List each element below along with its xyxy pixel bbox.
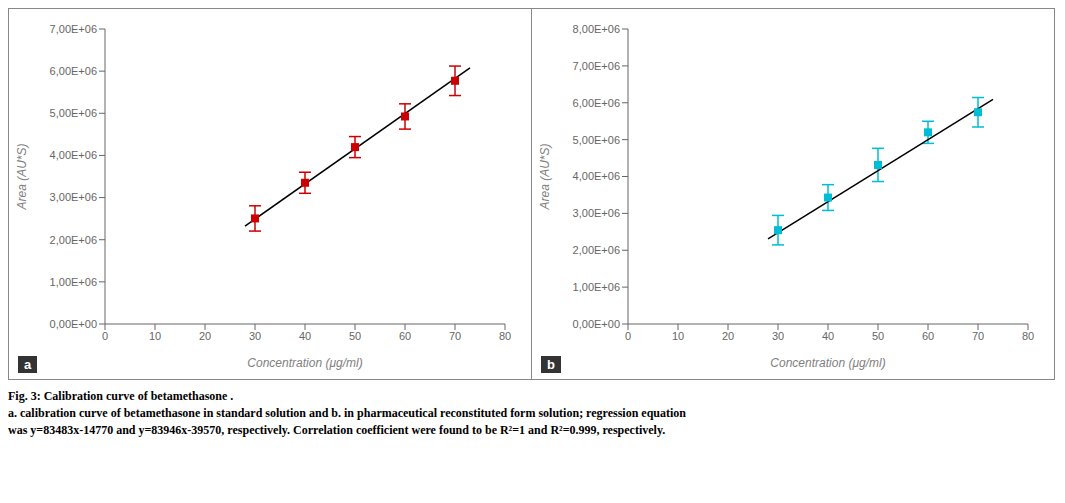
svg-text:3,00E+06: 3,00E+06 bbox=[50, 191, 97, 203]
svg-text:50: 50 bbox=[872, 330, 884, 342]
svg-text:5,00E+06: 5,00E+06 bbox=[573, 134, 620, 146]
svg-text:10: 10 bbox=[672, 330, 684, 342]
svg-text:40: 40 bbox=[822, 330, 834, 342]
svg-text:20: 20 bbox=[722, 330, 734, 342]
svg-text:4,00E+06: 4,00E+06 bbox=[50, 149, 97, 161]
html-text:Fig. 3: Calibration curve of b: Fig. 3: Calibration curve of betamethaso… bbox=[8, 389, 234, 403]
svg-text:0: 0 bbox=[625, 330, 631, 342]
svg-text:70: 70 bbox=[972, 330, 984, 342]
svg-text:8,00E+06: 8,00E+06 bbox=[573, 23, 620, 35]
svg-text:6,00E+06: 6,00E+06 bbox=[573, 97, 620, 109]
svg-text:0,00E+00: 0,00E+00 bbox=[573, 318, 620, 330]
svg-text:7,00E+06: 7,00E+06 bbox=[573, 60, 620, 72]
svg-text:30: 30 bbox=[249, 330, 261, 342]
html-text:a. calibration curve of betame: a. calibration curve of betamethasone in… bbox=[8, 406, 686, 420]
svg-text:0,00E+00: 0,00E+00 bbox=[50, 318, 97, 330]
svg-text:1,00E+06: 1,00E+06 bbox=[50, 276, 97, 288]
svg-text:Area (AU*S): Area (AU*S) bbox=[538, 143, 552, 210]
svg-text:2,00E+06: 2,00E+06 bbox=[573, 244, 620, 256]
svg-text:70: 70 bbox=[449, 330, 461, 342]
svg-text:Concentration (μg/ml): Concentration (μg/ml) bbox=[247, 356, 362, 370]
svg-text:30: 30 bbox=[772, 330, 784, 342]
svg-text:80: 80 bbox=[1022, 330, 1034, 342]
svg-text:4,00E+06: 4,00E+06 bbox=[573, 170, 620, 182]
svg-text:Area (AU*S): Area (AU*S) bbox=[15, 143, 29, 210]
svg-text:0: 0 bbox=[102, 330, 108, 342]
svg-text:7,00E+06: 7,00E+06 bbox=[50, 23, 97, 35]
svg-text:Concentration (μg/ml): Concentration (μg/ml) bbox=[770, 356, 885, 370]
svg-text:5,00E+06: 5,00E+06 bbox=[50, 107, 97, 119]
svg-text:60: 60 bbox=[399, 330, 411, 342]
html-text:b: b bbox=[547, 357, 555, 372]
html-text:was y=83483x-14770 and y=83946: was y=83483x-14770 and y=83946x-39570, r… bbox=[8, 423, 666, 437]
svg-text:10: 10 bbox=[149, 330, 161, 342]
svg-text:1,00E+06: 1,00E+06 bbox=[573, 281, 620, 293]
svg-text:6,00E+06: 6,00E+06 bbox=[50, 65, 97, 77]
svg-text:50: 50 bbox=[349, 330, 361, 342]
svg-text:60: 60 bbox=[922, 330, 934, 342]
svg-text:40: 40 bbox=[299, 330, 311, 342]
svg-text:80: 80 bbox=[499, 330, 511, 342]
svg-text:20: 20 bbox=[199, 330, 211, 342]
svg-text:3,00E+06: 3,00E+06 bbox=[573, 207, 620, 219]
svg-text:2,00E+06: 2,00E+06 bbox=[50, 234, 97, 246]
html-text:a: a bbox=[24, 357, 32, 372]
